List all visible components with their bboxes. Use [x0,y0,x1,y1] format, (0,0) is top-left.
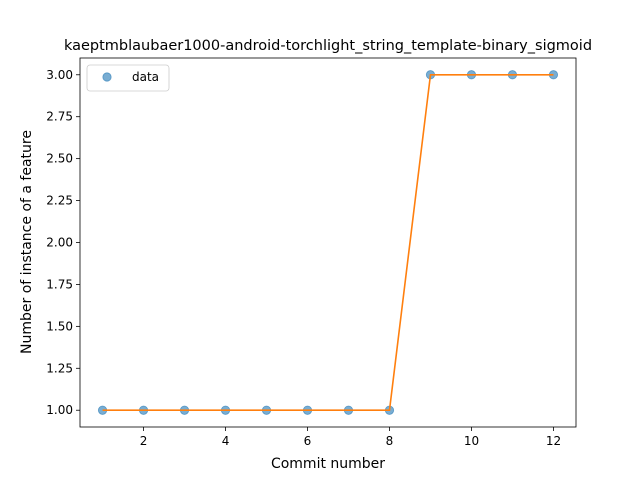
y-tick-label: 2.50 [46,152,73,166]
y-tick-label: 1.75 [46,277,73,291]
legend-marker [102,72,112,82]
y-tick-label: 2.25 [46,194,73,208]
x-tick-label: 6 [304,434,312,448]
y-tick-label: 1.25 [46,361,73,375]
y-tick-label: 2.00 [46,236,73,250]
x-tick-label: 8 [386,434,394,448]
x-tick-label: 4 [222,434,230,448]
legend-box [86,64,170,92]
chart-title: kaeptmblaubaer1000-android-torchlight_st… [64,38,592,54]
y-tick-label: 1.00 [46,403,73,417]
x-tick-label: 2 [140,434,148,448]
x-tick-label: 12 [546,434,561,448]
y-tick-label: 3.00 [46,68,73,82]
legend-label: data [132,70,159,84]
axes-frame [79,57,577,428]
y-axis-label: Number of instance of a feature [19,130,35,354]
x-tick-label: 10 [464,434,479,448]
fit-line [102,73,554,412]
x-axis-label: Commit number [271,456,385,472]
plot-area: 2 4 6 8 10 12 1.00 1.25 1.50 1.75 2.00 2.25 2.50 2.75… [46,57,577,448]
y-tick-label: 1.50 [46,319,73,333]
y-tick-label: 2.75 [46,110,73,124]
